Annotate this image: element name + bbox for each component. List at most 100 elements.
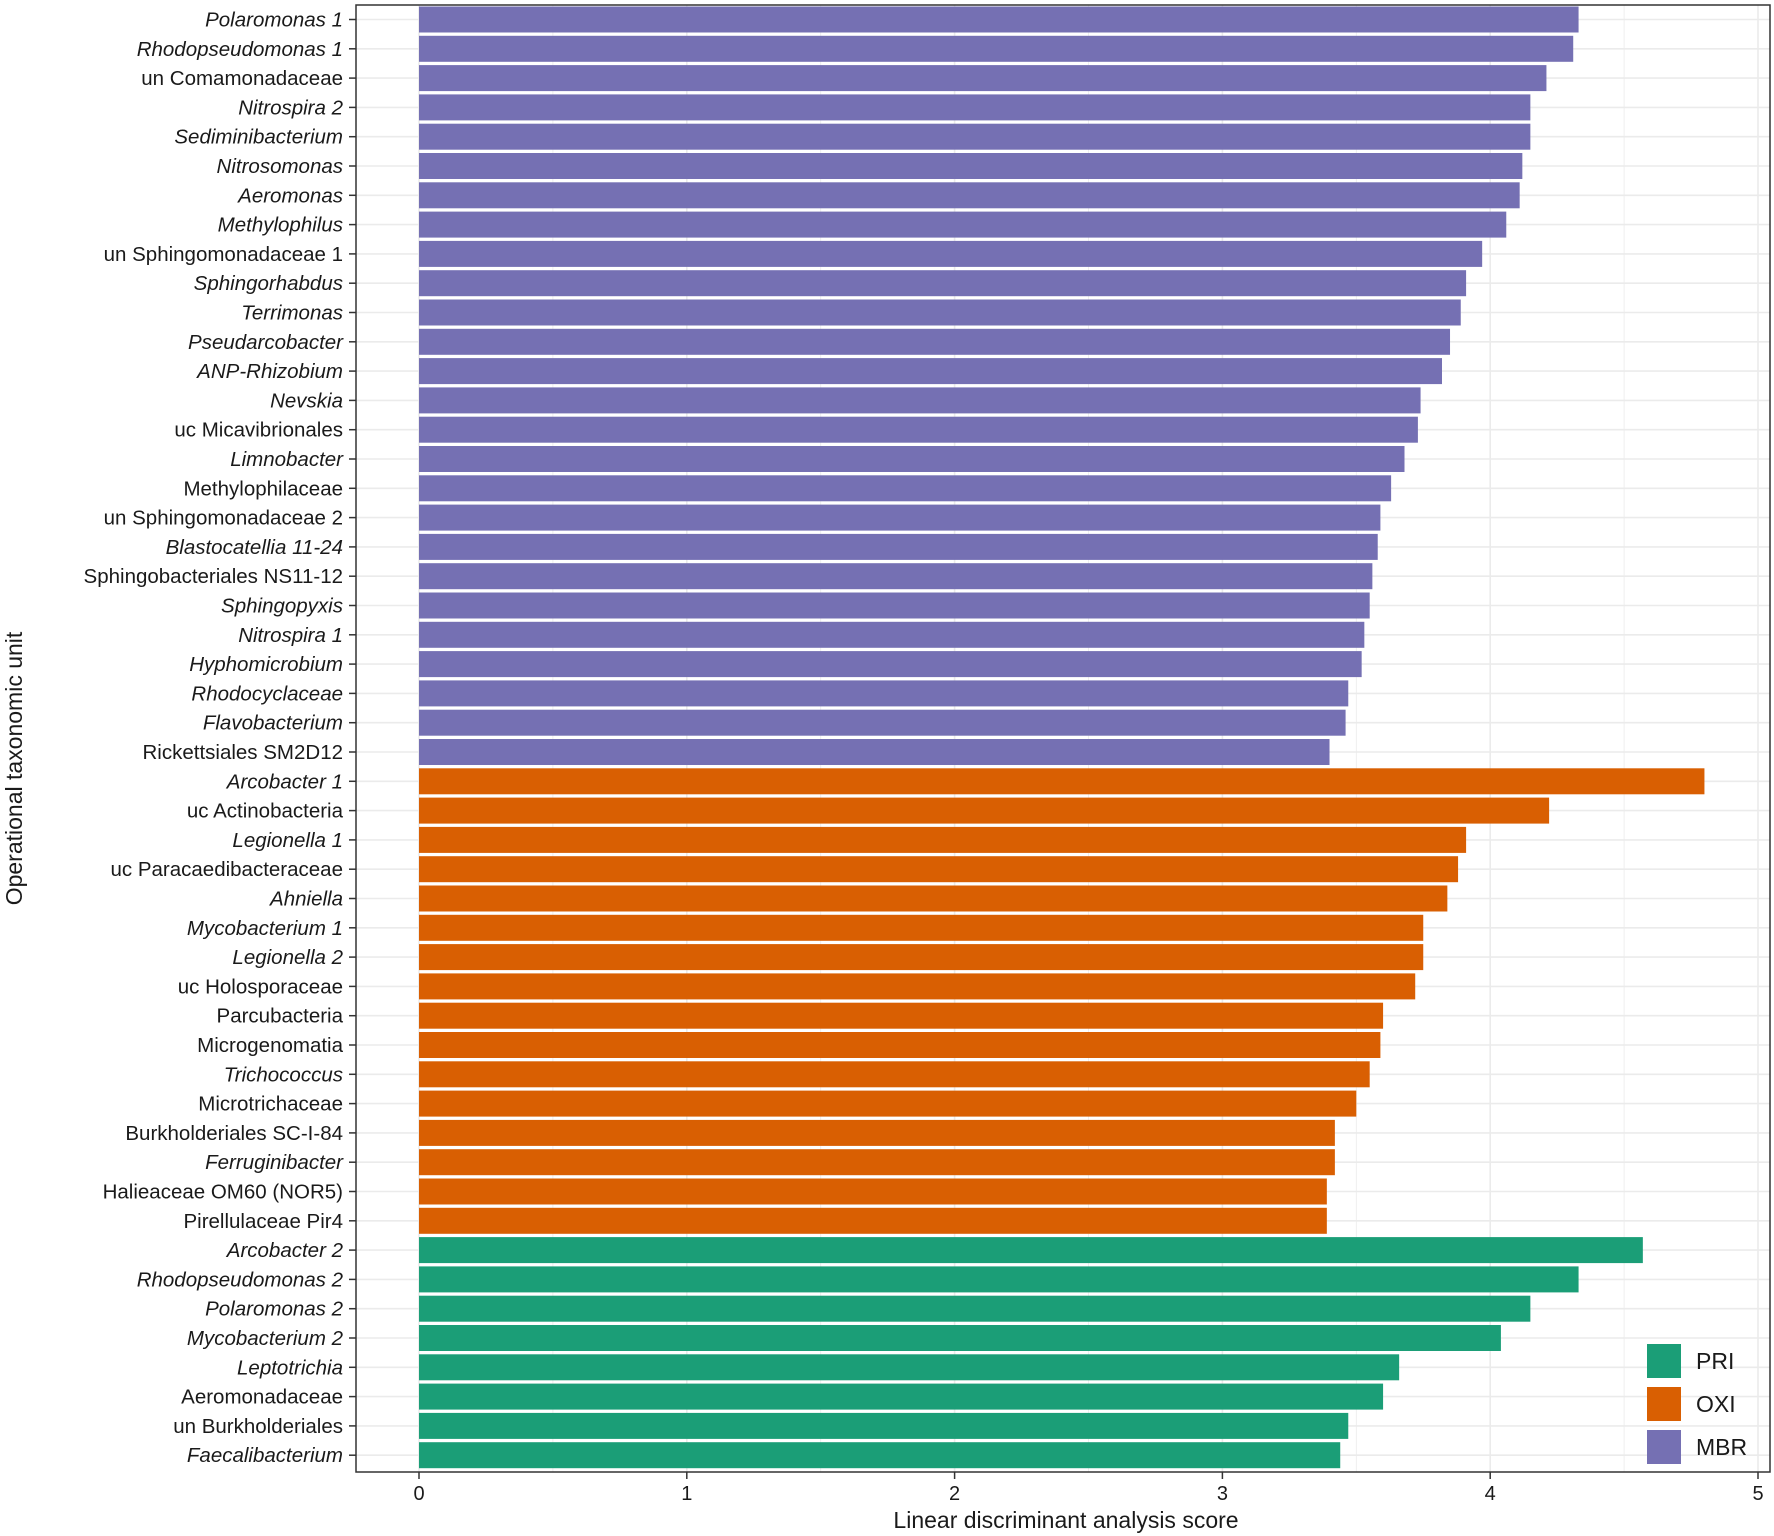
bar (419, 826, 1467, 853)
bar (419, 1032, 1381, 1058)
bar (419, 328, 1451, 355)
y-tick-label: Legionella 2 (232, 946, 343, 969)
bar (419, 35, 1574, 62)
y-tick-label: uc Paracaedibacteraceae (111, 858, 344, 881)
y-tick-label: Nevskia (270, 389, 343, 412)
y-tick-label: Sphingorhabdus (194, 272, 343, 295)
bar (419, 1442, 1341, 1469)
bar (419, 1412, 1349, 1439)
bar (419, 914, 1424, 941)
legend-swatch (1647, 1344, 1681, 1378)
bar (419, 1266, 1579, 1293)
bar (419, 6, 1579, 33)
y-tick-label: Sphingobacteriales NS11-12 (84, 565, 343, 588)
y-tick-label: Blastocatellia 11-24 (166, 536, 343, 559)
y-tick-label: ANP-Rhizobium (195, 360, 343, 383)
y-tick-label: Trichococcus (224, 1063, 343, 1086)
y-tick-label: Nitrospira 1 (238, 624, 343, 647)
bar (419, 416, 1418, 443)
bar (419, 621, 1365, 648)
y-tick-label: un Comamonadaceae (141, 67, 343, 90)
y-tick-label: Leptotrichia (237, 1356, 343, 1379)
bar (419, 592, 1370, 619)
y-tick-label: Methylophilaceae (183, 477, 343, 500)
legend-label: OXI (1696, 1391, 1736, 1417)
bar (419, 504, 1381, 531)
bar (419, 446, 1405, 472)
y-tick-label: Halieaceae OM60 (NOR5) (103, 1181, 343, 1204)
bar (419, 1354, 1400, 1381)
y-tick-label: Mycobacterium 1 (187, 917, 343, 940)
bar (419, 1178, 1327, 1205)
bar (419, 885, 1448, 912)
bar (419, 211, 1507, 238)
y-tick-label: Microgenomatia (197, 1034, 343, 1057)
y-tick-label: Faecalibacterium (187, 1444, 343, 1467)
y-tick-label: Microtrichaceae (198, 1093, 343, 1116)
legend-label: MBR (1696, 1434, 1747, 1460)
y-tick-label: Pirellulaceae Pir4 (183, 1210, 343, 1233)
bar (419, 299, 1461, 326)
y-tick-label: Rickettsiales SM2D12 (142, 741, 343, 764)
bar-layer (419, 6, 1705, 1469)
bar (419, 768, 1705, 795)
y-tick-label: Parcubacteria (217, 1005, 344, 1028)
bar (419, 1325, 1501, 1351)
bar (419, 1237, 1643, 1264)
x-tick-layer: 0 1 2 3 4 5 (413, 1472, 1764, 1505)
y-tick-label: Nitrospira 2 (238, 96, 343, 119)
y-tick-label: Ferruginibacter (205, 1151, 344, 1174)
x-tick-label: 5 (1752, 1483, 1763, 1505)
legend-swatch (1647, 1430, 1681, 1464)
bar (419, 65, 1547, 92)
bar (419, 240, 1483, 267)
y-tick-label: Hyphomicrobium (189, 653, 343, 676)
bar (419, 1119, 1335, 1146)
bar (419, 270, 1467, 297)
y-tick-label: Aeromonadaceae (181, 1386, 343, 1409)
y-tick-label: Mycobacterium 2 (187, 1327, 344, 1350)
y-tick-label: Polaromonas 2 (205, 1298, 343, 1321)
bar (419, 1002, 1384, 1029)
y-tick-label: Flavobacterium (203, 712, 343, 735)
x-tick-label: 1 (681, 1483, 692, 1505)
bar (419, 387, 1421, 414)
bar (419, 1383, 1384, 1410)
bar (419, 709, 1346, 736)
y-tick-label: Pseudarcobacter (188, 331, 344, 354)
legend: PRI OXI MBR (1647, 1344, 1747, 1464)
bar (419, 475, 1392, 502)
bar (419, 680, 1349, 707)
y-tick-label: Sphingopyxis (221, 595, 343, 618)
y-tick-label: un Sphingomonadaceae 2 (104, 507, 343, 530)
y-tick-label: Polaromonas 1 (205, 9, 343, 32)
x-axis-title: Linear discriminant analysis score (893, 1507, 1238, 1533)
bar (419, 651, 1362, 678)
bar (419, 358, 1442, 385)
y-tick-label: Ahniella (268, 888, 343, 911)
bar (419, 1295, 1531, 1322)
y-tick-layer: Polaromonas 1 Rhodopseudomonas 1 un Comamo… (84, 9, 356, 1467)
legend-swatch (1647, 1387, 1681, 1421)
y-tick-label: Rhodopseudomonas 2 (137, 1268, 344, 1291)
y-tick-label: Terrimonas (241, 302, 343, 325)
y-tick-label: Sediminibacterium (174, 126, 343, 149)
y-tick-label: uc Micavibrionales (174, 419, 343, 442)
bar (419, 563, 1373, 590)
bar (419, 1061, 1370, 1088)
x-tick-label: 2 (949, 1483, 960, 1505)
y-tick-label: Aeromonas (236, 184, 343, 207)
bar (419, 739, 1330, 765)
y-axis-title: Operational taxonomic unit (1, 631, 27, 905)
y-tick-label: Rhodocyclaceae (191, 682, 343, 705)
bar (419, 973, 1416, 1000)
y-tick-label: Arcobacter 1 (225, 770, 343, 793)
y-tick-label: Legionella 1 (232, 829, 343, 852)
bar (419, 944, 1424, 971)
bar (419, 1090, 1357, 1117)
bar (419, 123, 1531, 150)
y-tick-label: un Burkholderiales (173, 1415, 343, 1438)
y-tick-label: uc Actinobacteria (187, 800, 344, 823)
legend-label: PRI (1696, 1348, 1734, 1374)
